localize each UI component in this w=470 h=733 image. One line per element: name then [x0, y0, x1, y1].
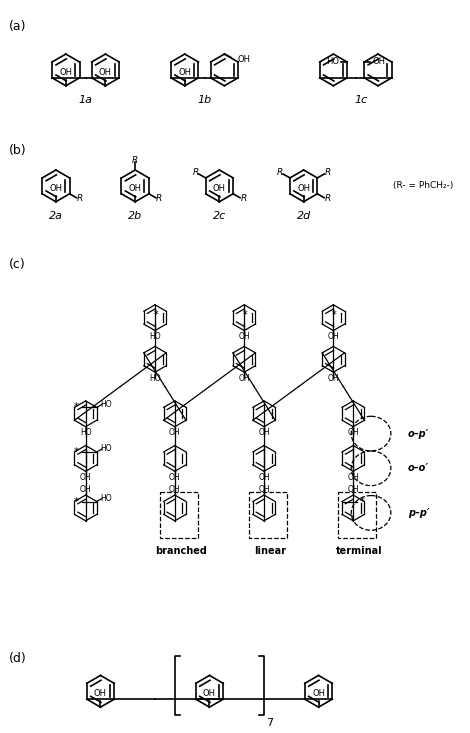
Text: OH: OH: [49, 184, 63, 193]
Text: (R- = PhCH₂-): (R- = PhCH₂-): [393, 181, 453, 191]
Text: R: R: [240, 194, 247, 203]
Text: HO: HO: [80, 428, 92, 437]
Text: (a): (a): [9, 21, 27, 34]
Text: OH: OH: [238, 374, 250, 383]
Text: HO: HO: [101, 400, 112, 409]
Text: OH: OH: [213, 184, 226, 193]
Text: OH: OH: [328, 374, 339, 383]
Text: OH: OH: [80, 473, 92, 482]
Text: OH: OH: [99, 68, 112, 77]
Text: OH: OH: [328, 332, 339, 341]
Text: terminal: terminal: [337, 545, 383, 556]
Text: R: R: [77, 194, 83, 203]
Text: *: *: [74, 402, 79, 413]
Text: *: *: [332, 309, 337, 320]
Text: *: *: [154, 309, 158, 320]
Text: HO: HO: [101, 494, 112, 503]
Text: R: R: [325, 194, 331, 203]
Text: (d): (d): [9, 652, 27, 665]
Text: OH: OH: [258, 428, 270, 437]
Text: 7: 7: [266, 718, 273, 728]
Text: *: *: [74, 447, 79, 457]
Text: R: R: [325, 169, 331, 177]
Text: OH: OH: [203, 689, 216, 699]
Text: OH: OH: [347, 485, 359, 493]
Text: *: *: [243, 309, 248, 320]
Text: OH: OH: [312, 689, 325, 699]
Text: OH: OH: [94, 689, 107, 699]
Text: HO: HO: [326, 57, 339, 67]
Text: o–o′: o–o′: [407, 463, 429, 474]
Text: OH: OH: [178, 68, 191, 77]
Text: OH: OH: [347, 473, 359, 482]
Text: *: *: [360, 496, 365, 507]
Text: OH: OH: [169, 473, 180, 482]
Text: OH: OH: [169, 485, 180, 493]
Text: OH: OH: [80, 485, 92, 493]
Text: OH: OH: [258, 473, 270, 482]
Text: 2a: 2a: [49, 210, 63, 221]
Text: HO: HO: [101, 444, 112, 454]
Text: p–p′: p–p′: [407, 508, 429, 518]
Text: OH: OH: [169, 428, 180, 437]
Bar: [249, 492, 287, 538]
Text: HO: HO: [149, 374, 161, 383]
Text: *: *: [74, 496, 79, 507]
Text: 1a: 1a: [78, 95, 93, 105]
Bar: [338, 492, 376, 538]
Text: 2b: 2b: [128, 210, 142, 221]
Text: OH: OH: [347, 428, 359, 437]
Text: o–p′: o–p′: [407, 429, 429, 438]
Text: linear: linear: [254, 545, 286, 556]
Text: (c): (c): [9, 258, 26, 271]
Text: OH: OH: [297, 184, 310, 193]
Text: (b): (b): [9, 144, 27, 158]
Text: OH: OH: [59, 68, 72, 77]
Text: R: R: [132, 155, 138, 165]
Text: branched: branched: [155, 545, 207, 556]
Text: 1c: 1c: [354, 95, 367, 105]
Text: 1b: 1b: [197, 95, 212, 105]
Text: 2c: 2c: [213, 210, 226, 221]
Text: R: R: [156, 194, 162, 203]
Text: OH: OH: [237, 54, 250, 64]
Text: OH: OH: [238, 332, 250, 341]
Text: OH: OH: [258, 485, 270, 493]
Text: OH: OH: [372, 57, 385, 67]
Text: OH: OH: [129, 184, 141, 193]
Text: HO: HO: [149, 332, 161, 341]
Text: R: R: [192, 169, 198, 177]
Text: R: R: [276, 169, 283, 177]
Bar: [160, 492, 197, 538]
Text: 2d: 2d: [297, 210, 311, 221]
